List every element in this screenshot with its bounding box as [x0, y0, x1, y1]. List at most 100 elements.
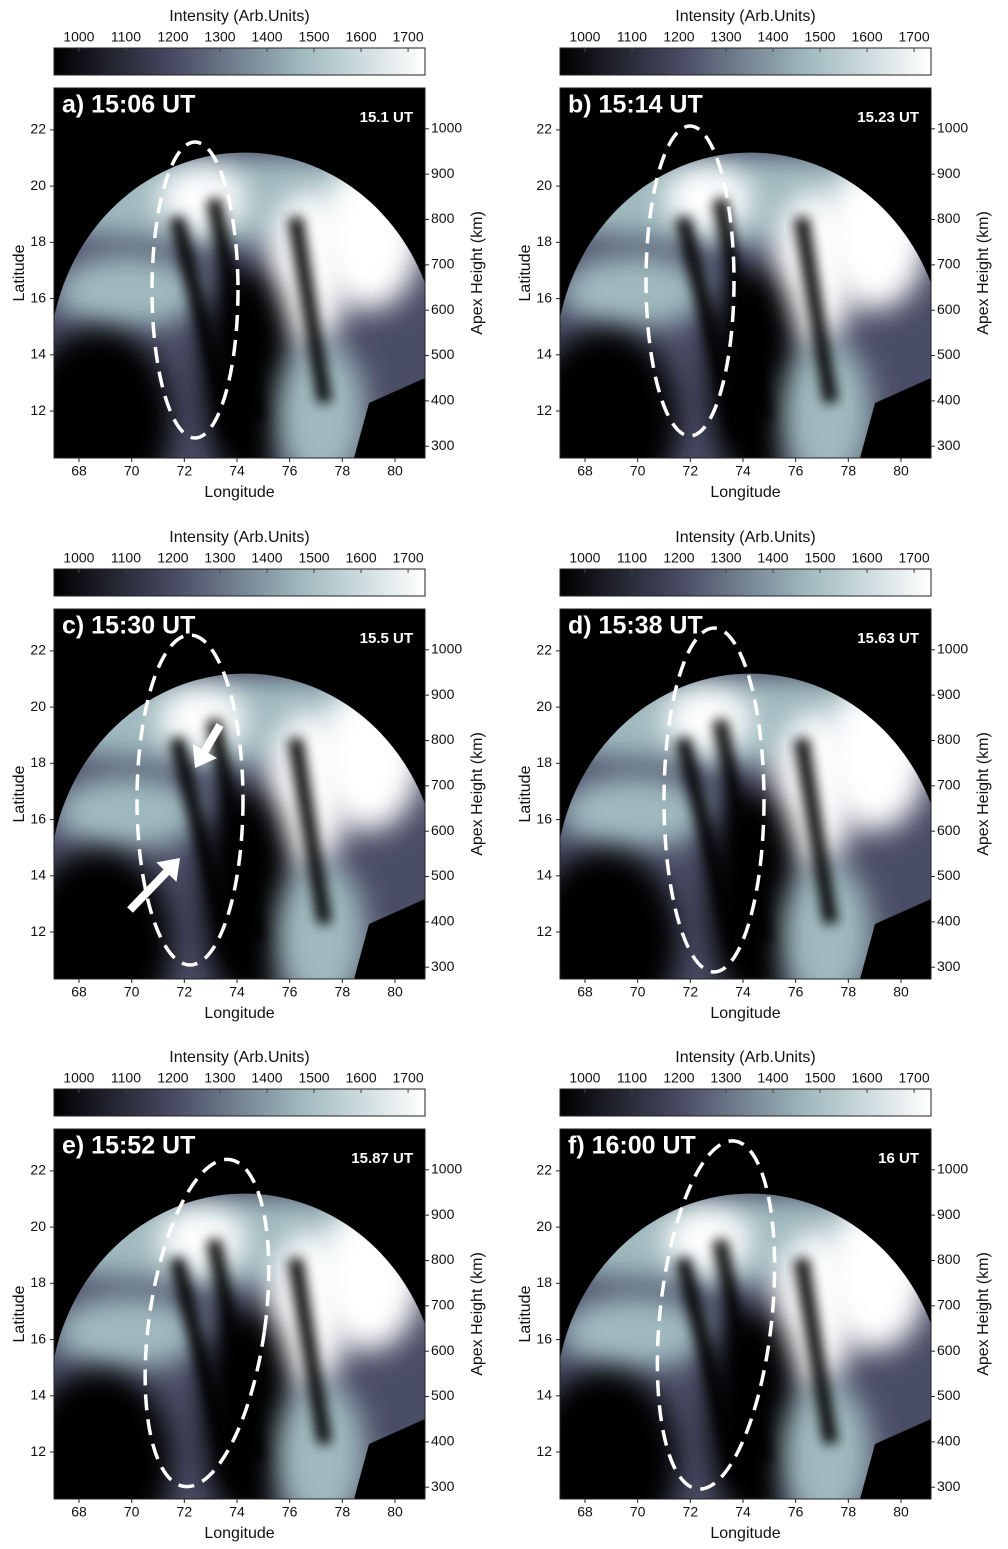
- x-tick-label: 68: [71, 984, 87, 1000]
- dark-streak: [794, 216, 838, 404]
- sky-glow: [560, 1295, 709, 1370]
- sky-glow: [157, 686, 247, 754]
- y-tick-label: 22: [30, 642, 46, 658]
- y-tick-label: 22: [30, 121, 46, 137]
- y2-tick-label: 800: [937, 210, 961, 226]
- colorbar-tick-label: 1300: [710, 29, 741, 45]
- dark-streak: [288, 1257, 332, 1445]
- colorbar-label: Intensity (Arb.Units): [675, 529, 815, 546]
- x-tick-label: 70: [124, 1504, 140, 1520]
- sky-glow: [560, 849, 679, 979]
- colorbar-tick-label: 1600: [851, 1070, 882, 1086]
- panel-title: e) 15:52 UT: [62, 1132, 195, 1160]
- colorbar-label: Intensity (Arb.Units): [169, 1049, 309, 1066]
- colorbar-tick-label: 1600: [345, 29, 376, 45]
- y-tick-label: 12: [30, 923, 46, 939]
- y2-tick-label: 700: [431, 1297, 455, 1313]
- y-tick-label: 16: [536, 1330, 552, 1346]
- colorbar-tick-label: 1400: [757, 29, 788, 45]
- dark-streak: [206, 718, 265, 944]
- y2-tick-label: 700: [937, 1297, 961, 1313]
- x-axis-label: Longitude: [710, 1525, 780, 1542]
- y2-tick-label: 700: [937, 256, 961, 272]
- y2-tick-label: 300: [431, 958, 455, 974]
- colorbar-tick-label: 1000: [569, 29, 600, 45]
- colorbar-tick-label: 1500: [298, 29, 329, 45]
- y2-tick-label: 500: [431, 1387, 455, 1403]
- sky-glow: [560, 254, 709, 329]
- y2-tick-label: 800: [937, 1251, 961, 1267]
- x-axis-label: Longitude: [710, 484, 780, 501]
- y2-tick-label: 1000: [431, 641, 462, 657]
- x-tick-label: 80: [387, 984, 403, 1000]
- x-tick-label: 68: [71, 1504, 87, 1520]
- colorbar-tick-label: 1600: [345, 1070, 376, 1086]
- x-tick-label: 68: [577, 463, 593, 479]
- time-annotation: 15.87 UT: [351, 1150, 413, 1167]
- y2-tick-label: 700: [431, 256, 455, 272]
- colorbar-tick-label: 1500: [298, 1070, 329, 1086]
- x-axis-label: Longitude: [204, 1005, 274, 1022]
- panel: Intensity (Arb.Units) 1000 1100 1200 1300 140…: [11, 529, 486, 1022]
- y2-tick-label: 1000: [937, 641, 968, 657]
- y2-tick-label: 700: [937, 777, 961, 793]
- x-tick-label: 78: [335, 463, 351, 479]
- colorbar-label: Intensity (Arb.Units): [675, 1049, 815, 1066]
- y-tick-label: 20: [30, 177, 46, 193]
- time-annotation: 15.1 UT: [360, 109, 413, 126]
- colorbar-tick-label: 1000: [63, 29, 94, 45]
- y-tick-label: 14: [30, 1387, 46, 1403]
- sky-glow: [663, 686, 753, 754]
- x-tick-label: 74: [229, 984, 245, 1000]
- colorbar-tick-label: 1500: [804, 29, 835, 45]
- colorbar-tick-label: 1400: [251, 29, 282, 45]
- panel-title: c) 15:30 UT: [62, 612, 195, 640]
- colorbar-tick-label: 1100: [617, 550, 647, 566]
- colorbar-tick-label: 1100: [617, 1070, 647, 1086]
- colorbar-label: Intensity (Arb.Units): [169, 8, 309, 25]
- plot-frame: [559, 608, 932, 980]
- y2-tick-label: 400: [937, 913, 961, 929]
- colorbar-tick-label: 1200: [157, 29, 188, 45]
- colorbar-tick-label: 1500: [804, 1070, 835, 1086]
- sky-glow: [276, 860, 366, 979]
- y-tick-label: 20: [536, 1218, 552, 1234]
- y-axis-label: Latitude: [11, 244, 28, 301]
- x-tick-label: 70: [630, 463, 646, 479]
- y-axis-label: Latitude: [11, 1285, 28, 1342]
- x-tick-label: 78: [841, 463, 857, 479]
- y2-tick-label: 400: [431, 392, 455, 408]
- time-annotation: 15.23 UT: [857, 109, 919, 126]
- y2-tick-label: 500: [937, 867, 961, 883]
- y-tick-label: 22: [30, 1162, 46, 1178]
- colorbar-tick-label: 1700: [392, 29, 423, 45]
- arrow: [198, 722, 224, 758]
- sky-glow: [663, 1206, 753, 1274]
- y2-tick-label: 1000: [937, 1161, 968, 1177]
- colorbar-tick-label: 1600: [851, 29, 882, 45]
- y2-tick-label: 500: [937, 1387, 961, 1403]
- y2-tick-label: 1000: [431, 1161, 462, 1177]
- colorbar-tick-label: 1700: [898, 29, 929, 45]
- highlight-ellipse: [644, 124, 736, 438]
- dark-streak: [288, 216, 332, 404]
- x-tick-label: 68: [577, 1504, 593, 1520]
- x-axis-label: Longitude: [204, 1525, 274, 1542]
- dark-streak: [206, 197, 265, 423]
- y-tick-label: 12: [536, 923, 552, 939]
- colorbar-tick-label: 1300: [204, 1070, 235, 1086]
- y-tick-label: 12: [536, 1443, 552, 1459]
- y2-tick-label: 400: [937, 1433, 961, 1449]
- y2-tick-label: 300: [431, 437, 455, 453]
- y2-tick-label: 600: [937, 822, 961, 838]
- y2-tick-label: 900: [937, 165, 961, 181]
- arrow: [127, 865, 174, 913]
- y-tick-label: 12: [30, 1443, 46, 1459]
- y2-tick-label: 500: [431, 346, 455, 362]
- colorbar-tick-label: 1400: [251, 1070, 282, 1086]
- y-tick-label: 22: [536, 642, 552, 658]
- time-annotation: 15.5 UT: [360, 630, 413, 647]
- colorbar-tick-label: 1000: [569, 1070, 600, 1086]
- sky-glow: [560, 775, 709, 850]
- colorbar-tick-label: 1100: [111, 1070, 141, 1086]
